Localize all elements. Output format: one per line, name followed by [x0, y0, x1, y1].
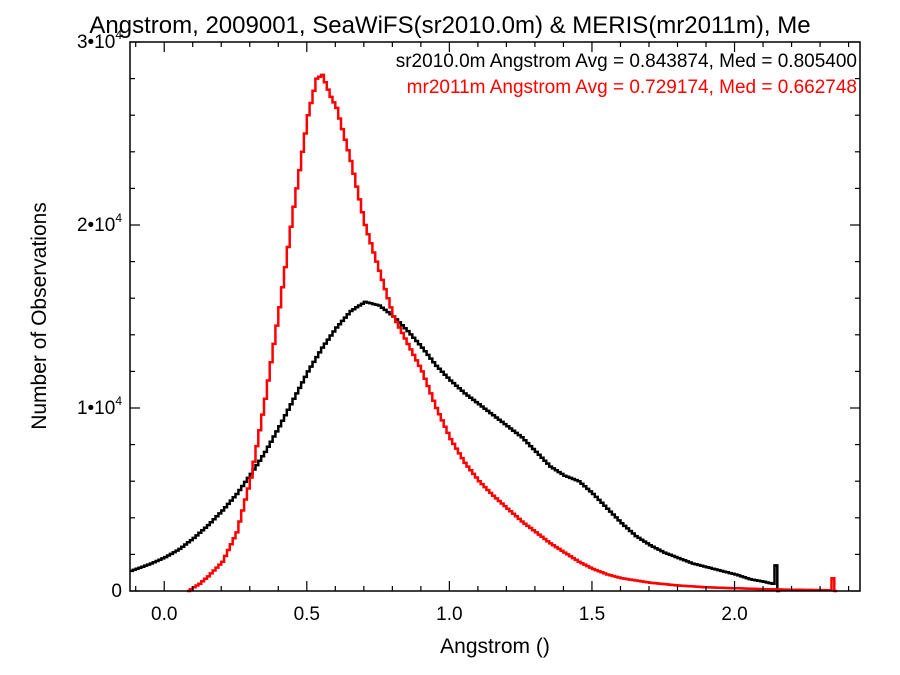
y-tick-label: 0	[111, 581, 122, 602]
legend: sr2010.0m Angstrom Avg = 0.843874, Med =…	[396, 51, 857, 98]
x-tick-label: 0.5	[294, 604, 320, 625]
legend-entry-1: sr2010.0m Angstrom Avg = 0.843874, Med =…	[396, 51, 857, 72]
y-tick-label: 2•104	[77, 211, 122, 236]
series-line-1	[130, 300, 781, 593]
y-tick-label: 3•104	[77, 28, 122, 53]
x-tick-label: 1.0	[436, 604, 462, 625]
chart-title: Angstrom, 2009001, SeaWiFS(sr2010.0m) & …	[89, 12, 810, 39]
x-tick-label: 0.0	[151, 604, 177, 625]
plot-frame	[129, 41, 861, 592]
y-axis-label: Number of Observations	[28, 202, 51, 430]
x-tick-label: 2.0	[721, 604, 747, 625]
x-axis: 0.0 0.5 1.0 1.5 2.0	[135, 42, 850, 625]
y-axis: 0 1•104 2•104 3•104	[77, 28, 860, 602]
x-tick-label: 1.5	[579, 604, 605, 625]
plot-series-group	[130, 73, 838, 593]
legend-entry-2: mr2011m Angstrom Avg = 0.729174, Med = 0…	[407, 77, 857, 98]
y-tick-label: 1•104	[77, 394, 122, 419]
series-line-2	[187, 73, 838, 593]
x-axis-label: Angstrom ()	[440, 635, 550, 658]
